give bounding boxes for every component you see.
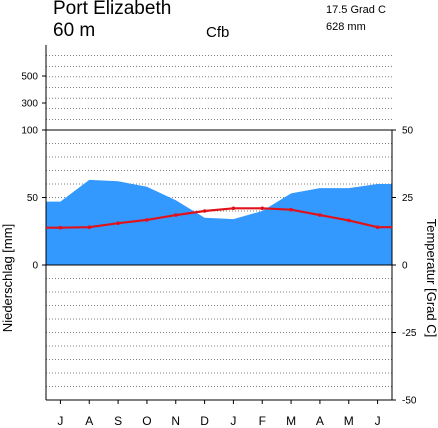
temperature-point — [145, 218, 149, 222]
month-label: M — [344, 414, 354, 428]
month-label: A — [316, 414, 324, 428]
month-label: N — [171, 414, 180, 428]
left-tick-label: 100 — [21, 126, 38, 137]
month-label: S — [114, 414, 122, 428]
month-label: J — [57, 414, 63, 428]
temperature-line — [46, 207, 392, 229]
axis-labels: 0 50 100 300 500 50 25 0 -25 -50 J A S O N D J F M A M J — [21, 72, 417, 428]
month-label: M — [286, 414, 296, 428]
right-tick-label: 50 — [402, 126, 414, 137]
month-label: O — [142, 414, 151, 428]
temperature-point — [318, 213, 322, 217]
month-label: F — [259, 414, 266, 428]
precipitation-area — [46, 179, 392, 265]
temperature-points — [58, 206, 380, 230]
month-label: D — [200, 414, 209, 428]
right-tick-label: -50 — [402, 396, 417, 407]
temperature-point — [347, 218, 351, 223]
temperature-point — [116, 221, 120, 225]
temperature-point — [202, 209, 207, 213]
y-axis-label-right: Temperatur [Grad C] — [424, 219, 438, 338]
left-tick-label: 0 — [32, 261, 38, 272]
month-label: J — [375, 414, 381, 428]
month-label: A — [85, 414, 93, 428]
temperature-point — [375, 225, 380, 229]
temperature-point — [260, 206, 265, 211]
station-name: Port Elizabeth — [53, 0, 172, 19]
right-tick-label: -25 — [402, 328, 417, 339]
station-elevation: 60 m — [53, 20, 96, 41]
climate-class: Cfb — [206, 24, 230, 41]
annual-precipitation: 628 mm — [326, 21, 366, 33]
right-tick-label: 25 — [402, 193, 414, 204]
y-axis-label-left: Niederschlag [mm] — [0, 224, 15, 332]
mean-temperature: 17.5 Grad C — [326, 4, 386, 16]
left-tick-label: 500 — [21, 72, 38, 83]
temperature-point — [58, 225, 63, 230]
left-tick-label: 50 — [27, 193, 39, 204]
temperature-point — [87, 225, 92, 229]
temperature-point — [174, 213, 178, 217]
temperature-point — [289, 207, 293, 212]
month-label: J — [230, 414, 236, 428]
temperature-point — [231, 206, 236, 211]
right-tick-label: 0 — [402, 261, 408, 272]
left-tick-label: 300 — [21, 99, 38, 110]
chart-frame — [42, 45, 396, 404]
